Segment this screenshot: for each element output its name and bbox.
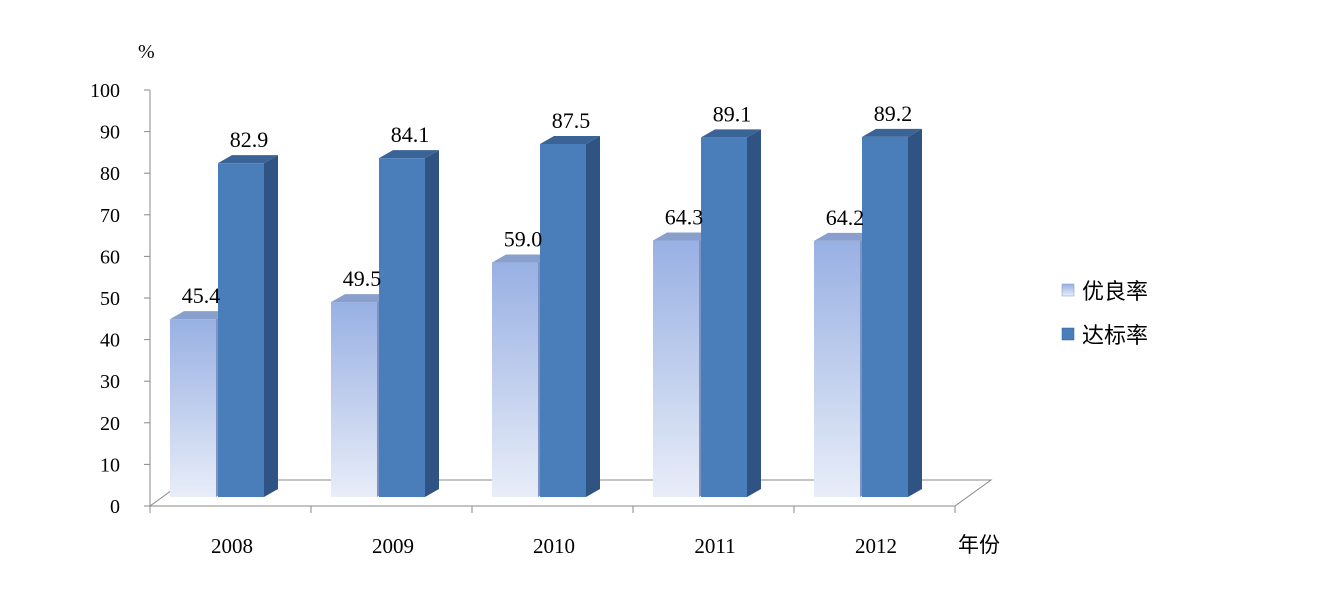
y-tick-label: 70 (100, 205, 120, 227)
x-tick-label: 2012 (855, 534, 897, 558)
y-axis: 0 10 20 30 40 50 60 70 80 90 100 (90, 80, 151, 518)
bar (540, 144, 586, 497)
legend-swatch-series-1 (1061, 283, 1075, 297)
y-tick-label: 90 (100, 122, 120, 144)
data-label: 64.3 (665, 205, 704, 230)
data-label: 89.2 (874, 101, 913, 126)
data-labels: 45.4 82.9 49.5 84.1 59.0 87.5 64.3 89.1 64.2 89.2 (182, 101, 913, 308)
y-tick-label: 20 (100, 413, 120, 435)
bar-top (814, 232, 874, 241)
bar-top (379, 150, 439, 159)
bar-top (701, 129, 761, 138)
data-label: 64.2 (826, 205, 865, 230)
bar (814, 240, 860, 498)
legend-label-series-2: 达标率 (1082, 324, 1148, 349)
y-tick-label: 0 (110, 496, 120, 518)
bar-top (862, 128, 922, 137)
bar-top (653, 232, 713, 241)
y-tick-label: 80 (100, 163, 120, 185)
bar-top (540, 136, 600, 144)
bar-side (586, 136, 600, 497)
bar (492, 262, 538, 497)
bar-side (425, 150, 439, 498)
data-label: 59.0 (504, 227, 543, 252)
bar-top (331, 294, 391, 303)
bar-side (908, 128, 922, 498)
data-label: 45.4 (182, 283, 221, 308)
bar-top (170, 311, 230, 320)
bar-top (492, 254, 552, 263)
bar (379, 158, 425, 498)
y-tick-label: 40 (100, 330, 120, 352)
bar (862, 136, 908, 498)
y-tick-label: 100 (90, 80, 120, 102)
data-label: 49.5 (343, 266, 382, 291)
bar-side (264, 155, 278, 498)
x-tick-label: 2009 (372, 534, 414, 558)
data-label: 87.5 (552, 108, 591, 133)
legend-swatch-series-2 (1061, 327, 1075, 341)
data-label: 84.1 (391, 122, 430, 147)
x-tick-label: 2011 (694, 534, 735, 558)
y-tick-label: 30 (100, 371, 120, 393)
x-tick-label: 2008 (211, 534, 253, 558)
bar (701, 137, 747, 497)
bar (331, 302, 377, 497)
y-axis-unit: % (138, 41, 155, 63)
bar (653, 240, 699, 497)
bar-side (747, 129, 761, 497)
x-tick-label: 2010 (533, 534, 575, 558)
y-tick-label: 60 (100, 246, 120, 268)
legend-label-series-1: 优良率 (1082, 280, 1148, 305)
y-tick-label: 10 (100, 454, 120, 476)
x-axis: 2008 2009 2010 2011 2012 (149, 505, 956, 558)
x-axis-title: 年份 (958, 533, 1000, 557)
bar (218, 163, 264, 498)
bar-top (218, 155, 278, 164)
legend: 优良率 达标率 (1061, 280, 1148, 349)
data-label: 89.1 (713, 101, 752, 126)
data-label: 82.9 (230, 127, 269, 152)
bar (170, 319, 216, 497)
bars (170, 128, 922, 498)
y-tick-label: 50 (100, 288, 120, 310)
